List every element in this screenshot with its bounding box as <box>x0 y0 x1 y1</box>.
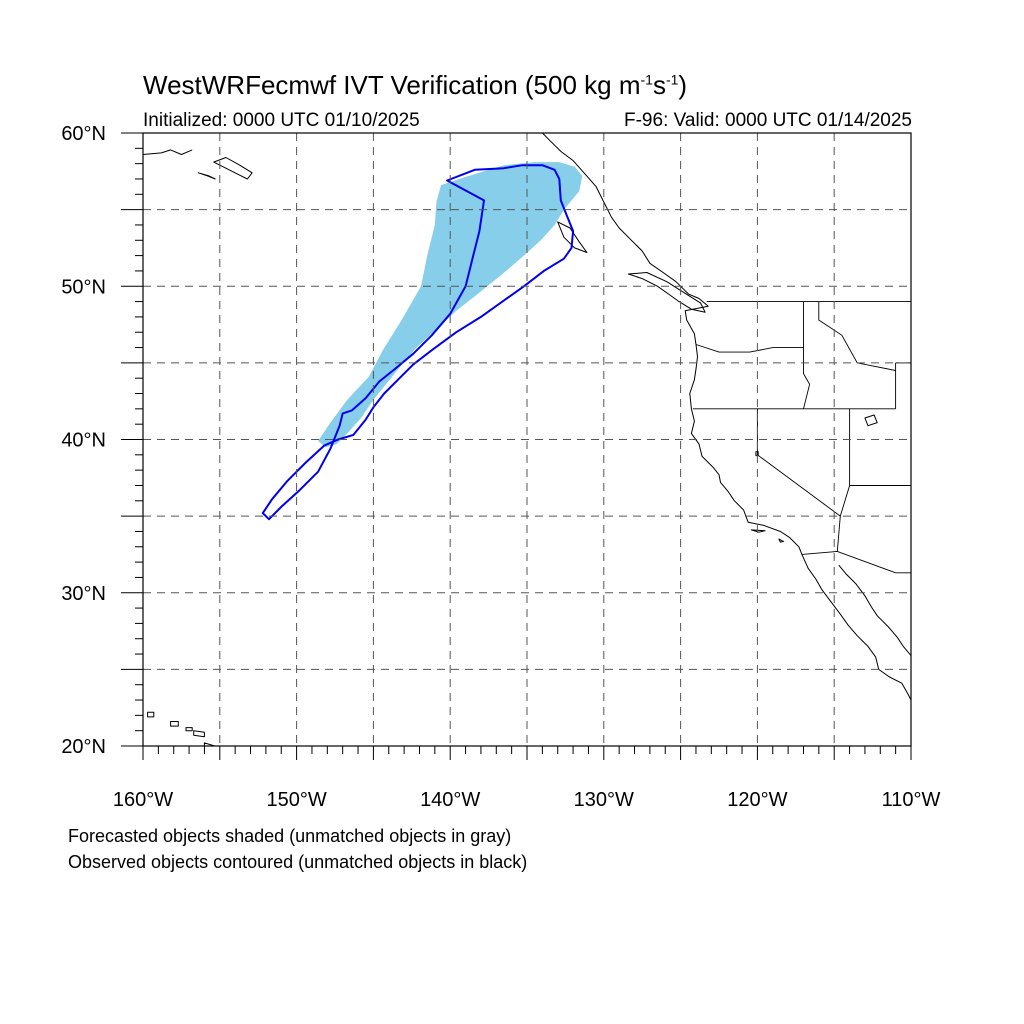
longitude-tick-label: 120°W <box>727 789 787 811</box>
political-border <box>756 408 841 517</box>
axis-labels: 160°W 150°W 140°W 130°W 120°W 110°W 60°N 50°N 40… <box>61 123 940 811</box>
hawaii-island <box>185 727 193 732</box>
gulf-of-california-coastline <box>838 564 911 656</box>
title-prefix: WestWRFecmwf IVT Verification (500 kg m <box>143 70 641 100</box>
vancouver-island <box>627 272 706 313</box>
tick-marks <box>121 132 912 760</box>
kodiak-island <box>213 157 253 180</box>
longitude-tick-label: 130°W <box>574 789 634 811</box>
footnote-forecast: Forecasted objects shaded (unmatched obj… <box>68 826 512 846</box>
title-sup-2: -1 <box>665 71 679 88</box>
footnote-observed: Observed objects contoured (unmatched ob… <box>68 852 528 872</box>
haida-gwaii-island <box>557 221 588 253</box>
political-border <box>803 301 811 409</box>
title-suffix: ) <box>678 70 688 100</box>
latitude-tick-label: 50°N <box>61 276 106 298</box>
political-border <box>818 301 896 371</box>
channel-island <box>778 538 784 543</box>
longitude-tick-label: 110°W <box>882 789 941 811</box>
longitude-tick-label: 150°W <box>266 789 326 811</box>
channel-island <box>750 529 766 533</box>
political-border <box>695 344 804 353</box>
north-america-coastline <box>542 133 911 701</box>
kodiak-island <box>197 172 216 180</box>
political-border <box>801 550 911 574</box>
hawaii-island <box>147 711 155 718</box>
plot-title: WestWRFecmwf IVT Verification (500 kg m-… <box>143 70 687 101</box>
hawaii-island <box>193 730 205 738</box>
hawaii-island <box>170 721 179 727</box>
initialized-time: Initialized: 0000 UTC 01/10/2025 <box>143 110 420 131</box>
longitude-tick-label: 160°W <box>113 789 173 811</box>
longitude-tick-label: 140°W <box>420 789 480 811</box>
political-border <box>836 408 851 552</box>
latitude-tick-label: 40°N <box>61 430 106 452</box>
latitude-tick-label: 60°N <box>61 123 106 145</box>
map-frame <box>142 132 912 747</box>
observed-object-contour <box>261 164 575 521</box>
title-mid: s <box>652 70 666 100</box>
latitude-tick-label: 30°N <box>61 583 106 605</box>
lake-outline <box>864 414 878 427</box>
gridlines <box>143 133 911 746</box>
valid-time: F-96: Valid: 0000 UTC 01/14/2025 <box>624 110 912 131</box>
title-sup-1: -1 <box>640 71 653 88</box>
latitude-tick-label: 20°N <box>61 736 106 758</box>
alaska-coastline <box>143 149 193 155</box>
